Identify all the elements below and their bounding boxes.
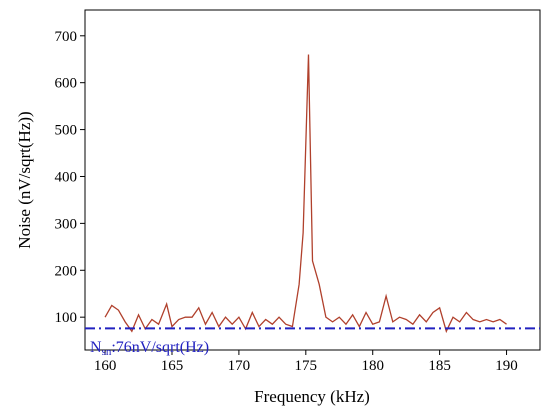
x-tick-label: 185 (428, 358, 451, 374)
annotation-main: N (90, 339, 102, 356)
y-tick-label: 200 (55, 263, 78, 279)
annotation-rest: :76nV/sqrt(Hz) (111, 339, 209, 356)
x-tick-label: 180 (361, 358, 384, 374)
annotation-sub: sn (102, 346, 112, 358)
y-tick-label: 400 (55, 169, 78, 185)
y-tick-label: 600 (55, 76, 78, 92)
plot-frame (84, 9, 541, 351)
x-tick-label: 175 (295, 358, 318, 374)
y-axis-label: Noise (nV/sqrt(Hz)) (15, 111, 34, 248)
y-tick-label: 700 (55, 29, 78, 45)
y-tick-label: 100 (55, 310, 78, 326)
x-axis-label: Frequency (kHz) (254, 387, 370, 406)
x-tick-label: 160 (94, 358, 117, 374)
noise-line (104, 54, 507, 334)
x-tick-label: 165 (161, 358, 184, 374)
x-tick-label: 190 (495, 358, 518, 374)
y-tick-label: 300 (55, 216, 78, 232)
x-tick-label: 170 (228, 358, 251, 374)
y-tick-label: 500 (55, 123, 78, 139)
annotation: Nsn:76nV/sqrt(Hz) (90, 339, 209, 358)
